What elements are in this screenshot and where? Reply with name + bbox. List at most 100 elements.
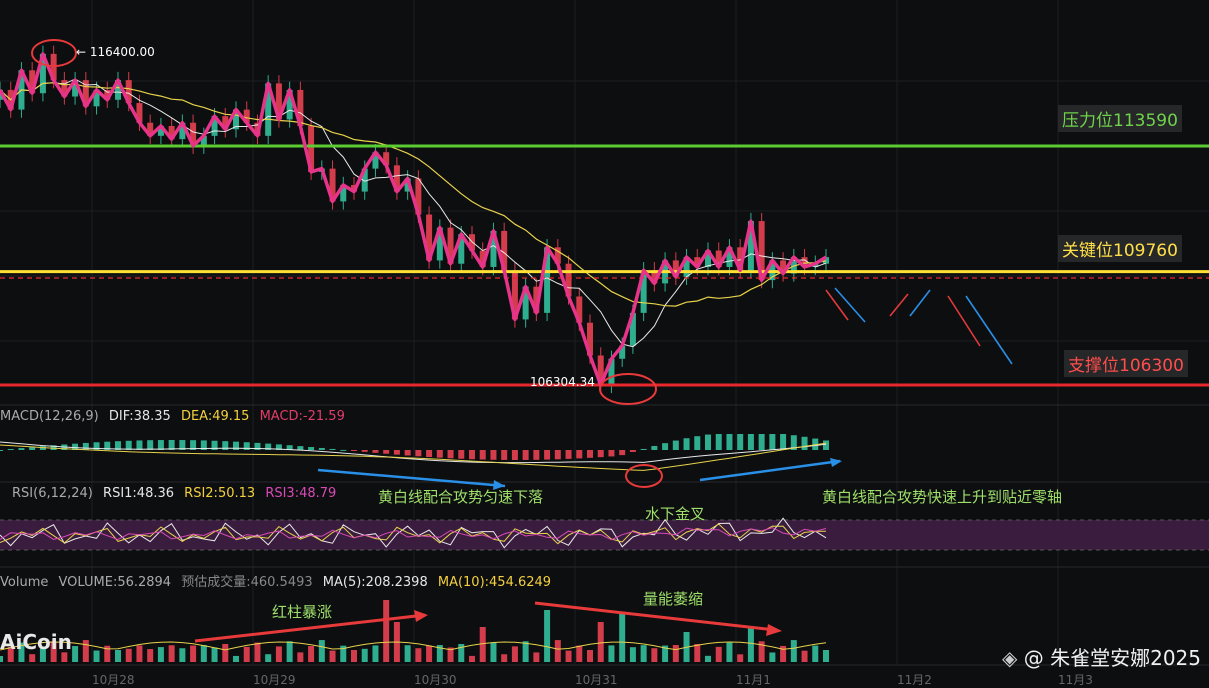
macd-bar	[329, 448, 336, 450]
candle-body	[554, 247, 561, 264]
volume-bar	[801, 650, 808, 662]
macd-bar	[587, 450, 593, 458]
volume-bar	[662, 645, 669, 662]
macd-bar	[361, 450, 368, 452]
x-tick: 11月1	[736, 673, 771, 687]
macd-bar	[351, 450, 357, 451]
macd-dif-line	[0, 441, 827, 464]
macd-bar	[458, 450, 465, 459]
candle-body	[651, 270, 658, 284]
candle-body	[490, 230, 497, 267]
macd-bar	[683, 438, 690, 450]
candle-body	[458, 234, 465, 264]
macd-bar	[597, 450, 604, 458]
candle-body	[705, 250, 711, 267]
candle-body	[629, 312, 636, 346]
volume-estimate: 预估成交量:460.5493	[181, 575, 313, 590]
macd-bar	[318, 447, 325, 450]
price-path	[0, 52, 827, 387]
candle-body	[447, 227, 454, 264]
volume-ma-line	[0, 641, 827, 651]
candle-body	[179, 122, 186, 140]
macd-bar	[157, 440, 164, 450]
macd-bar	[522, 450, 529, 460]
rsi3-value: RSI3:48.79	[265, 486, 337, 501]
volume-bar	[29, 654, 36, 662]
rsi-line	[0, 517, 827, 549]
macd-bar	[72, 443, 79, 450]
macd-bar	[812, 438, 819, 450]
candle-body	[147, 122, 154, 136]
macd-value: MACD:-21.59	[259, 409, 345, 424]
volume-bar	[254, 642, 261, 662]
price-path-line	[0, 52, 827, 387]
volume-bar	[426, 645, 433, 662]
candle-body	[82, 80, 89, 107]
volume-bar	[351, 650, 357, 662]
macd-bar	[436, 450, 443, 458]
volume-bar	[640, 645, 647, 662]
macd-bar	[511, 450, 518, 460]
macd-bar	[608, 450, 615, 457]
volume-bar	[458, 644, 465, 662]
candle-body	[501, 230, 508, 271]
support-level-label: 支撑位106300	[1064, 350, 1188, 377]
rsi2-value: RSI2:50.13	[184, 486, 256, 501]
macd-bar	[286, 445, 293, 450]
volume-bar	[297, 652, 304, 662]
x-tick: 11月2	[897, 673, 932, 687]
macd-bar	[533, 450, 540, 460]
macd-bar	[640, 448, 647, 450]
candle-body	[340, 185, 347, 202]
volume-shrink-arrowhead	[766, 624, 782, 636]
macd-bar	[823, 440, 829, 450]
macd-bar	[576, 450, 583, 459]
x-tick: 10月29	[253, 673, 296, 687]
volume-bar	[383, 600, 390, 662]
annotation-marks	[31, 39, 663, 488]
macd-bar	[104, 441, 111, 450]
low-circle	[599, 373, 657, 405]
macd-bar	[275, 444, 282, 450]
candle-body	[222, 116, 229, 130]
volume-bar	[812, 645, 819, 662]
candle-body	[168, 126, 175, 140]
rsi-label: RSI(6,12,24)	[12, 486, 93, 501]
macd-bar	[447, 450, 454, 459]
candle-body	[115, 80, 121, 100]
macd-bar	[790, 435, 797, 450]
macd-pane	[0, 434, 842, 490]
candle-body	[619, 345, 626, 359]
macd-bar	[747, 434, 754, 450]
volume-bar	[769, 652, 776, 662]
candle-body	[801, 257, 808, 267]
volume-bar	[168, 645, 175, 662]
candle-body	[308, 126, 315, 172]
volume-shrink-note: 量能萎缩	[643, 590, 704, 608]
high-circle	[31, 39, 77, 67]
volume-bar	[501, 654, 508, 662]
macd-bar	[415, 450, 422, 457]
volume-bar	[737, 654, 744, 662]
price-high-label: ← 116400.00	[76, 45, 155, 59]
candle-body	[747, 221, 754, 271]
candle-body	[72, 80, 79, 97]
volume-bar	[823, 650, 829, 662]
volume-bar	[565, 650, 572, 662]
macd-dea-line	[0, 442, 827, 471]
rsi-pane	[0, 517, 1209, 551]
volume-bar	[554, 640, 561, 662]
candle-body	[61, 80, 68, 97]
golden-cross-note: 水下金叉	[645, 505, 706, 523]
macd-bar	[705, 434, 711, 450]
candle-body	[790, 257, 797, 274]
arrow-left-icon: ←	[76, 45, 87, 59]
volume-bar	[780, 645, 787, 662]
macd-bar	[737, 434, 744, 450]
candle-body	[511, 270, 518, 320]
volume-bar	[211, 647, 218, 662]
golden-cross-circle	[625, 464, 663, 488]
macd-bar	[147, 440, 154, 450]
volume-bar	[651, 648, 658, 662]
ma-white-line	[0, 78, 827, 348]
